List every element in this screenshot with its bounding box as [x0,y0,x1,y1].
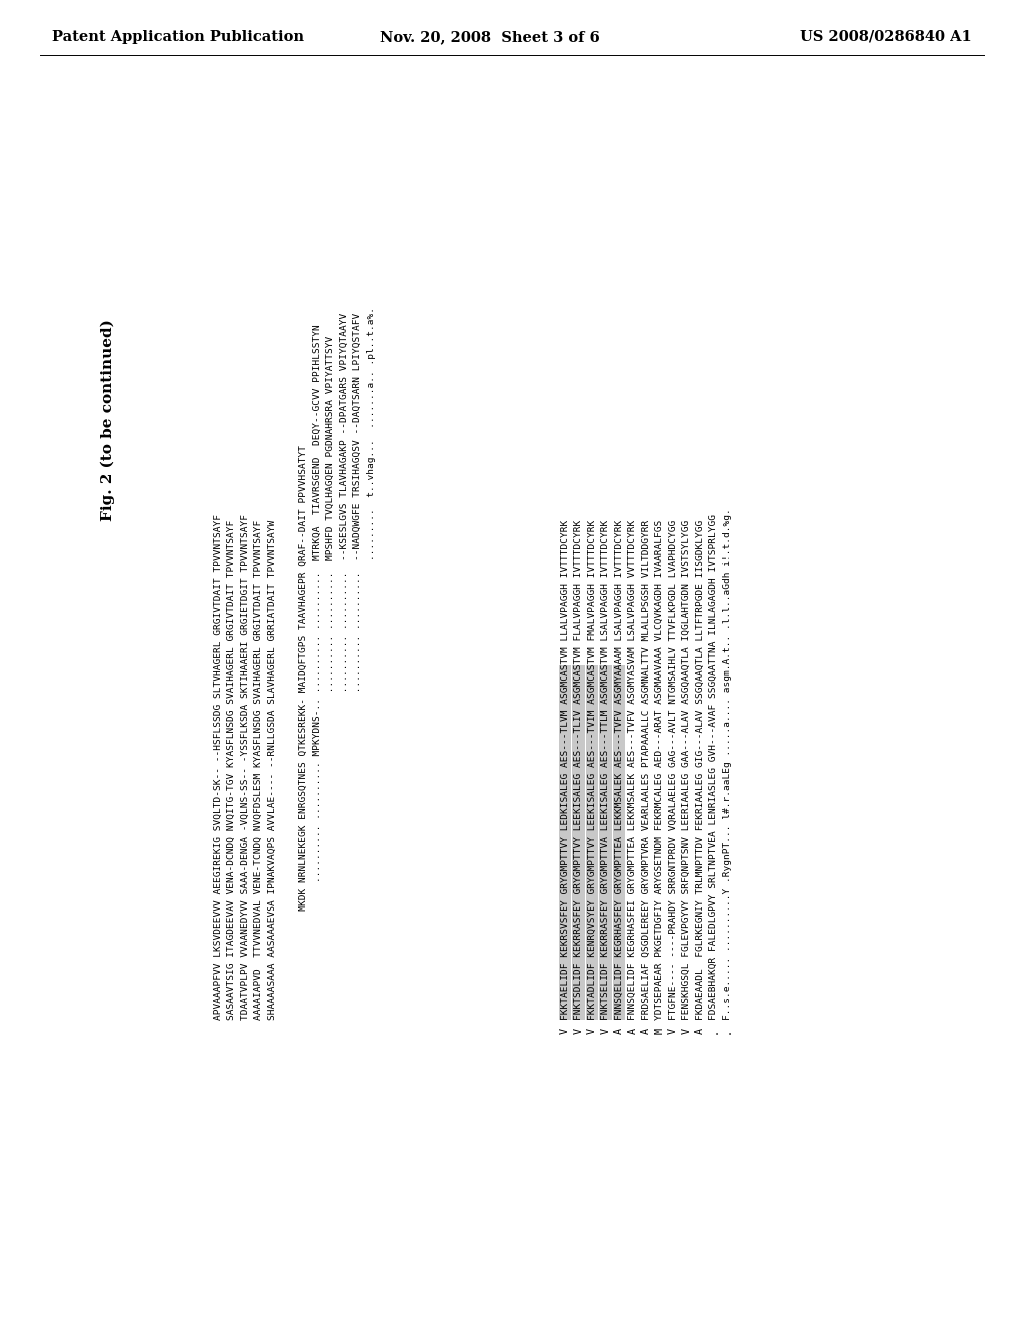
Text: APVAAAPFVV LKSVDEEVVV AEEGIREKIG SVQLTD-SK-- --HSFLSSDG SLTVHAGERL GRGIVTDAIT TP: APVAAAPFVV LKSVDEEVVV AEEGIREKIG SVQLTD-… [213,513,222,1020]
Text: A: A [628,1028,638,1034]
Text: .: . [709,1028,719,1034]
Text: Nov. 20, 2008  Sheet 3 of 6: Nov. 20, 2008 Sheet 3 of 6 [380,30,600,44]
Text: V: V [560,1028,570,1034]
Text: M: M [654,1028,665,1034]
Text: A: A [641,1028,651,1034]
Text: TDAATVPLPV VVAANEDYVV SAAA-DENGA -VQLNS-SS-- -YSSFLKSDA SKTIHAAERI GRGIETDGIT TP: TDAATVPLPV VVAANEDYVV SAAA-DENGA -VQLNS-… [241,513,250,1020]
Text: V: V [682,1028,691,1034]
Bar [572,665,585,1020]
Text: FNKTSDLIDF KEKRRASFEY GRYGMPTTVY LEEKISALEG AES---TLIV ASGMCASTVM FLALVPAGGH IVT: FNKTSDLIDF KEKRRASFEY GRYGMPTTVY LEEKISA… [574,520,583,1020]
Text: Patent Application Publication: Patent Application Publication [52,30,304,44]
Text: V: V [600,1028,610,1034]
Text: FKDAEAADL  FGLRKEGNIY TRLMNPTTDV FEKRIAALEG GIG---ALAV SSGQAAQTLA LLTFTRPGDE IIS: FKDAEAADL FGLRKEGNIY TRLMNPTTDV FEKRIAAL… [695,520,705,1020]
Bar [599,665,611,1020]
Text: FNKTSELIDF KEKRRASFEY GRYGMPTTVA LEEKISALEG AES---TTLM ASGMCASTVM LSALVPAGGH IVT: FNKTSELIDF KEKRRASFEY GRYGMPTTVA LEEKISA… [601,520,610,1020]
Text: FTGFNE---- ----PRAHDY SRRGNTPRDV VQRALAELEG GAG---AVLT NTGMSAIHLV TTVFLKPGDL LVA: FTGFNE---- ----PRAHDY SRRGNTPRDV VQRALAE… [669,520,678,1020]
Text: FKKTAELIDF KEKRSVSFEY GRYGMPTTVY LEDKISALEG AES---TLVM ASGMCASTVM LLALVPAGGH IVT: FKKTAELIDF KEKRSVSFEY GRYGMPTTVY LEDKISA… [560,520,569,1020]
Text: A: A [695,1028,705,1034]
Text: Fig. 2 (to be continued): Fig. 2 (to be continued) [100,319,115,521]
Text: V: V [668,1028,678,1034]
Text: .......... ..........  MPSHFD TVQLHAGQEN PGDNAHRSRA VPIYATTSYV: .......... .......... MPSHFD TVQLHAGQEN … [326,335,335,1020]
Text: FENSKHGSQL FGLEVPGYVY SRFQNPTSNV LEERIAALEG GAA---ALAV ASGQAAQTLA IQGLAHTGDN IVS: FENSKHGSQL FGLEVPGYVY SRFQNPTSNV LEERIAA… [682,520,691,1020]
Text: FDSAEBHAKQR FALEDLGPVY SRLTNPTVEA LENRIASLEG GVH---AVAF SSGQAATTNA ILNLAGAGDH IV: FDSAEBHAKQR FALEDLGPVY SRLTNPTVEA LENRIA… [709,513,718,1020]
Text: A: A [614,1028,624,1034]
Text: FNNSQELIDF KEGRHASFEY GRYGMPTTEA LEKKMSALEK AES---TVFV ASGMYAAAAM LSALVPAGGH IVT: FNNSQELIDF KEGRHASFEY GRYGMPTTEA LEKKMSA… [614,520,624,1020]
Text: YDTSEPAEAR PKGETDGFIY ARYGSETNDM FEKRMCALEG AED---ARAT ASGMAAVAAA VLCQVKAGDH IVA: YDTSEPAEAR PKGETDGFIY ARYGSETNDM FEKRMCA… [655,520,664,1020]
Text: SHAAAASAAA AASAAAEVSA IPNAKVAQPS AVVLAE---- --RNLLGSDA SLAVHAGERL GRRIATDAIT TPV: SHAAAASAAA AASAAAEVSA IPNAKVAQPS AVVLAE-… [267,520,276,1020]
Text: .......... ..........  --KSESLGVS TLAVHAGAKP --DPATGARS VPIYQTAAYV: .......... .......... --KSESLGVS TLAVHAG… [340,313,348,1020]
Bar [613,665,625,1020]
Text: V: V [587,1028,597,1034]
Text: .: . [722,1028,732,1034]
Text: .........  t..vhag...  .......a.. .pl..t.a%.: ......... t..vhag... .......a.. .pl..t.a… [367,308,376,1020]
Text: SASAAVTSIG ITAGDEEVAV VENA-DCNDQ NVQITG-TGV KYASFLNSDG SVAIHAGERL GRGIVTDAIT TPV: SASAAVTSIG ITAGDEEVAV VENA-DCNDQ NVQITG-… [227,520,236,1020]
Bar [559,665,571,1020]
Text: FRDSAELIAF QSGDLEREEY GRYGMPTVRA VEARLAALES PTAPAAALLC ASGMNALTTV MLALLPSGSH VIL: FRDSAELIAF QSGDLEREEY GRYGMPTVRA VEARLAA… [641,520,650,1020]
Bar [586,665,598,1020]
Text: US 2008/0286840 A1: US 2008/0286840 A1 [800,30,972,44]
Text: V: V [573,1028,584,1034]
Text: .......... .......... MPKYDNS-.. .......... ..........  MTRKQA  TIAVRSGEND  DEQY: .......... .......... MPKYDNS-.. .......… [312,325,322,1020]
Text: FNNSQELIDF KEGRHASFEI GRYGMPTTEA LEKKMSALEK AES---TVFV ASGMYASVAM LSALVPAGGH VVT: FNNSQELIDF KEGRHASFEI GRYGMPTTEA LEKKMSA… [628,520,637,1020]
Text: F..s.e..... ..........Y .RygnPT... l#.r.aaLEg .....a.... asgm.A.t.. .l.l..aGdh i: F..s.e..... ..........Y .RygnPT... l#.r.… [723,508,731,1020]
Text: .......... ..........  --NADQWGFE TRSIHAGQSV --DAQTSARN LPIYQSTAFV: .......... .......... --NADQWGFE TRSIHAG… [353,313,362,1020]
Text: MKDK NRNLNEKEGK ENRGSQTNES QTKESREKK- MAIDQFTGPS TAAVHAGEPR QRAF--DAIT PPVVHSATY: MKDK NRNLNEKEGK ENRGSQTNES QTKESREKK- MA… [299,445,308,1020]
Text: AAAAIAPVD  TTVVNEDVAL VENE-TCNDQ NVQFDSLESM KYASFLNSDG SVAIHAGERL GRGIVTDAIT TPV: AAAAIAPVD TTVVNEDVAL VENE-TCNDQ NVQFDSLE… [254,520,263,1020]
Text: FKKTADLIDF KENRQVSYEY GRYGMPTTVY LEEKISALEG AES---TVIM ASGMCASTVM FMALVPAGGH IVT: FKKTADLIDF KENRQVSYEY GRYGMPTTVY LEEKISA… [588,520,597,1020]
